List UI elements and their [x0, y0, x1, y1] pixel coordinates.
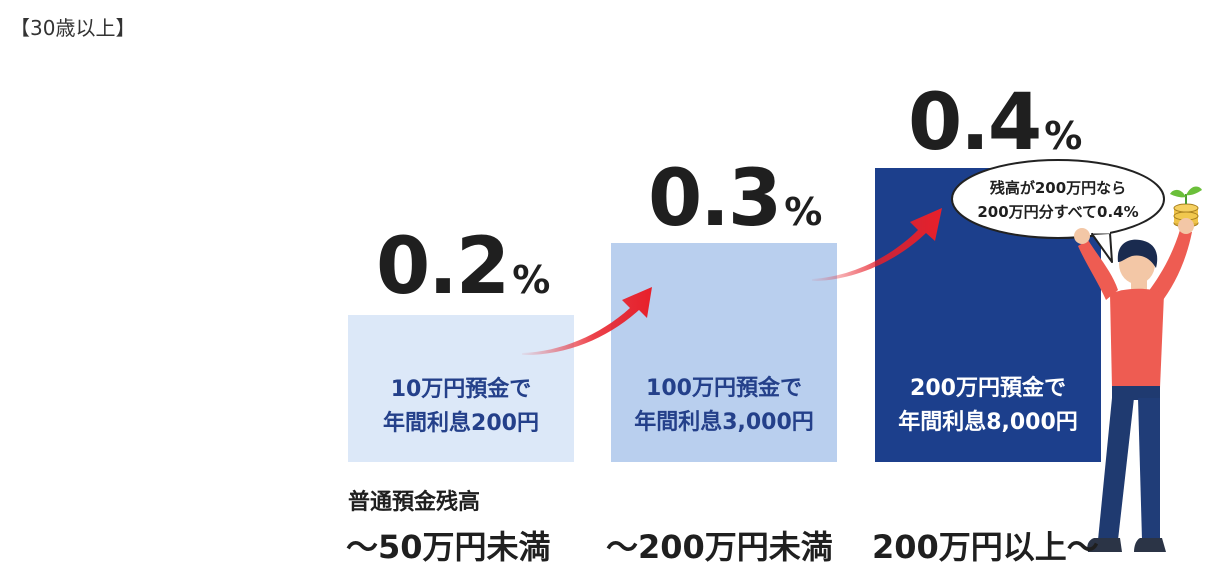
bar-2-caption: 100万円預金で 年間利息3,000円 [634, 376, 814, 435]
arrow-1-icon [522, 287, 652, 356]
bar-3-caption: 200万円預金で 年間利息8,000円 [898, 376, 1078, 435]
bar-1-caption: 10万円預金で 年間利息200円 [383, 377, 539, 436]
rate-label-3: 0.4% [908, 78, 1083, 168]
person-illustration [1074, 218, 1194, 552]
page-heading: 【30歳以上】 [10, 16, 136, 40]
arrow-2-icon [812, 208, 942, 281]
tier-label-3: 200万円以上～ [872, 528, 1099, 566]
tier-label-1: ～50万円未満 [346, 528, 551, 566]
bar-2: 100万円預金で 年間利息3,000円 [611, 243, 837, 462]
tier-label-2: ～200万円未満 [606, 528, 833, 566]
speech-bubble-icon [951, 159, 1165, 263]
callout-text: 残高が200万円なら 200万円分すべて0.4% [977, 179, 1139, 221]
rate-label-1: 0.2% [376, 222, 551, 312]
bar-1: 10万円預金で 年間利息200円 [348, 315, 574, 462]
rate-label-2: 0.3% [648, 154, 823, 244]
axis-title: 普通預金残高 [348, 490, 481, 515]
